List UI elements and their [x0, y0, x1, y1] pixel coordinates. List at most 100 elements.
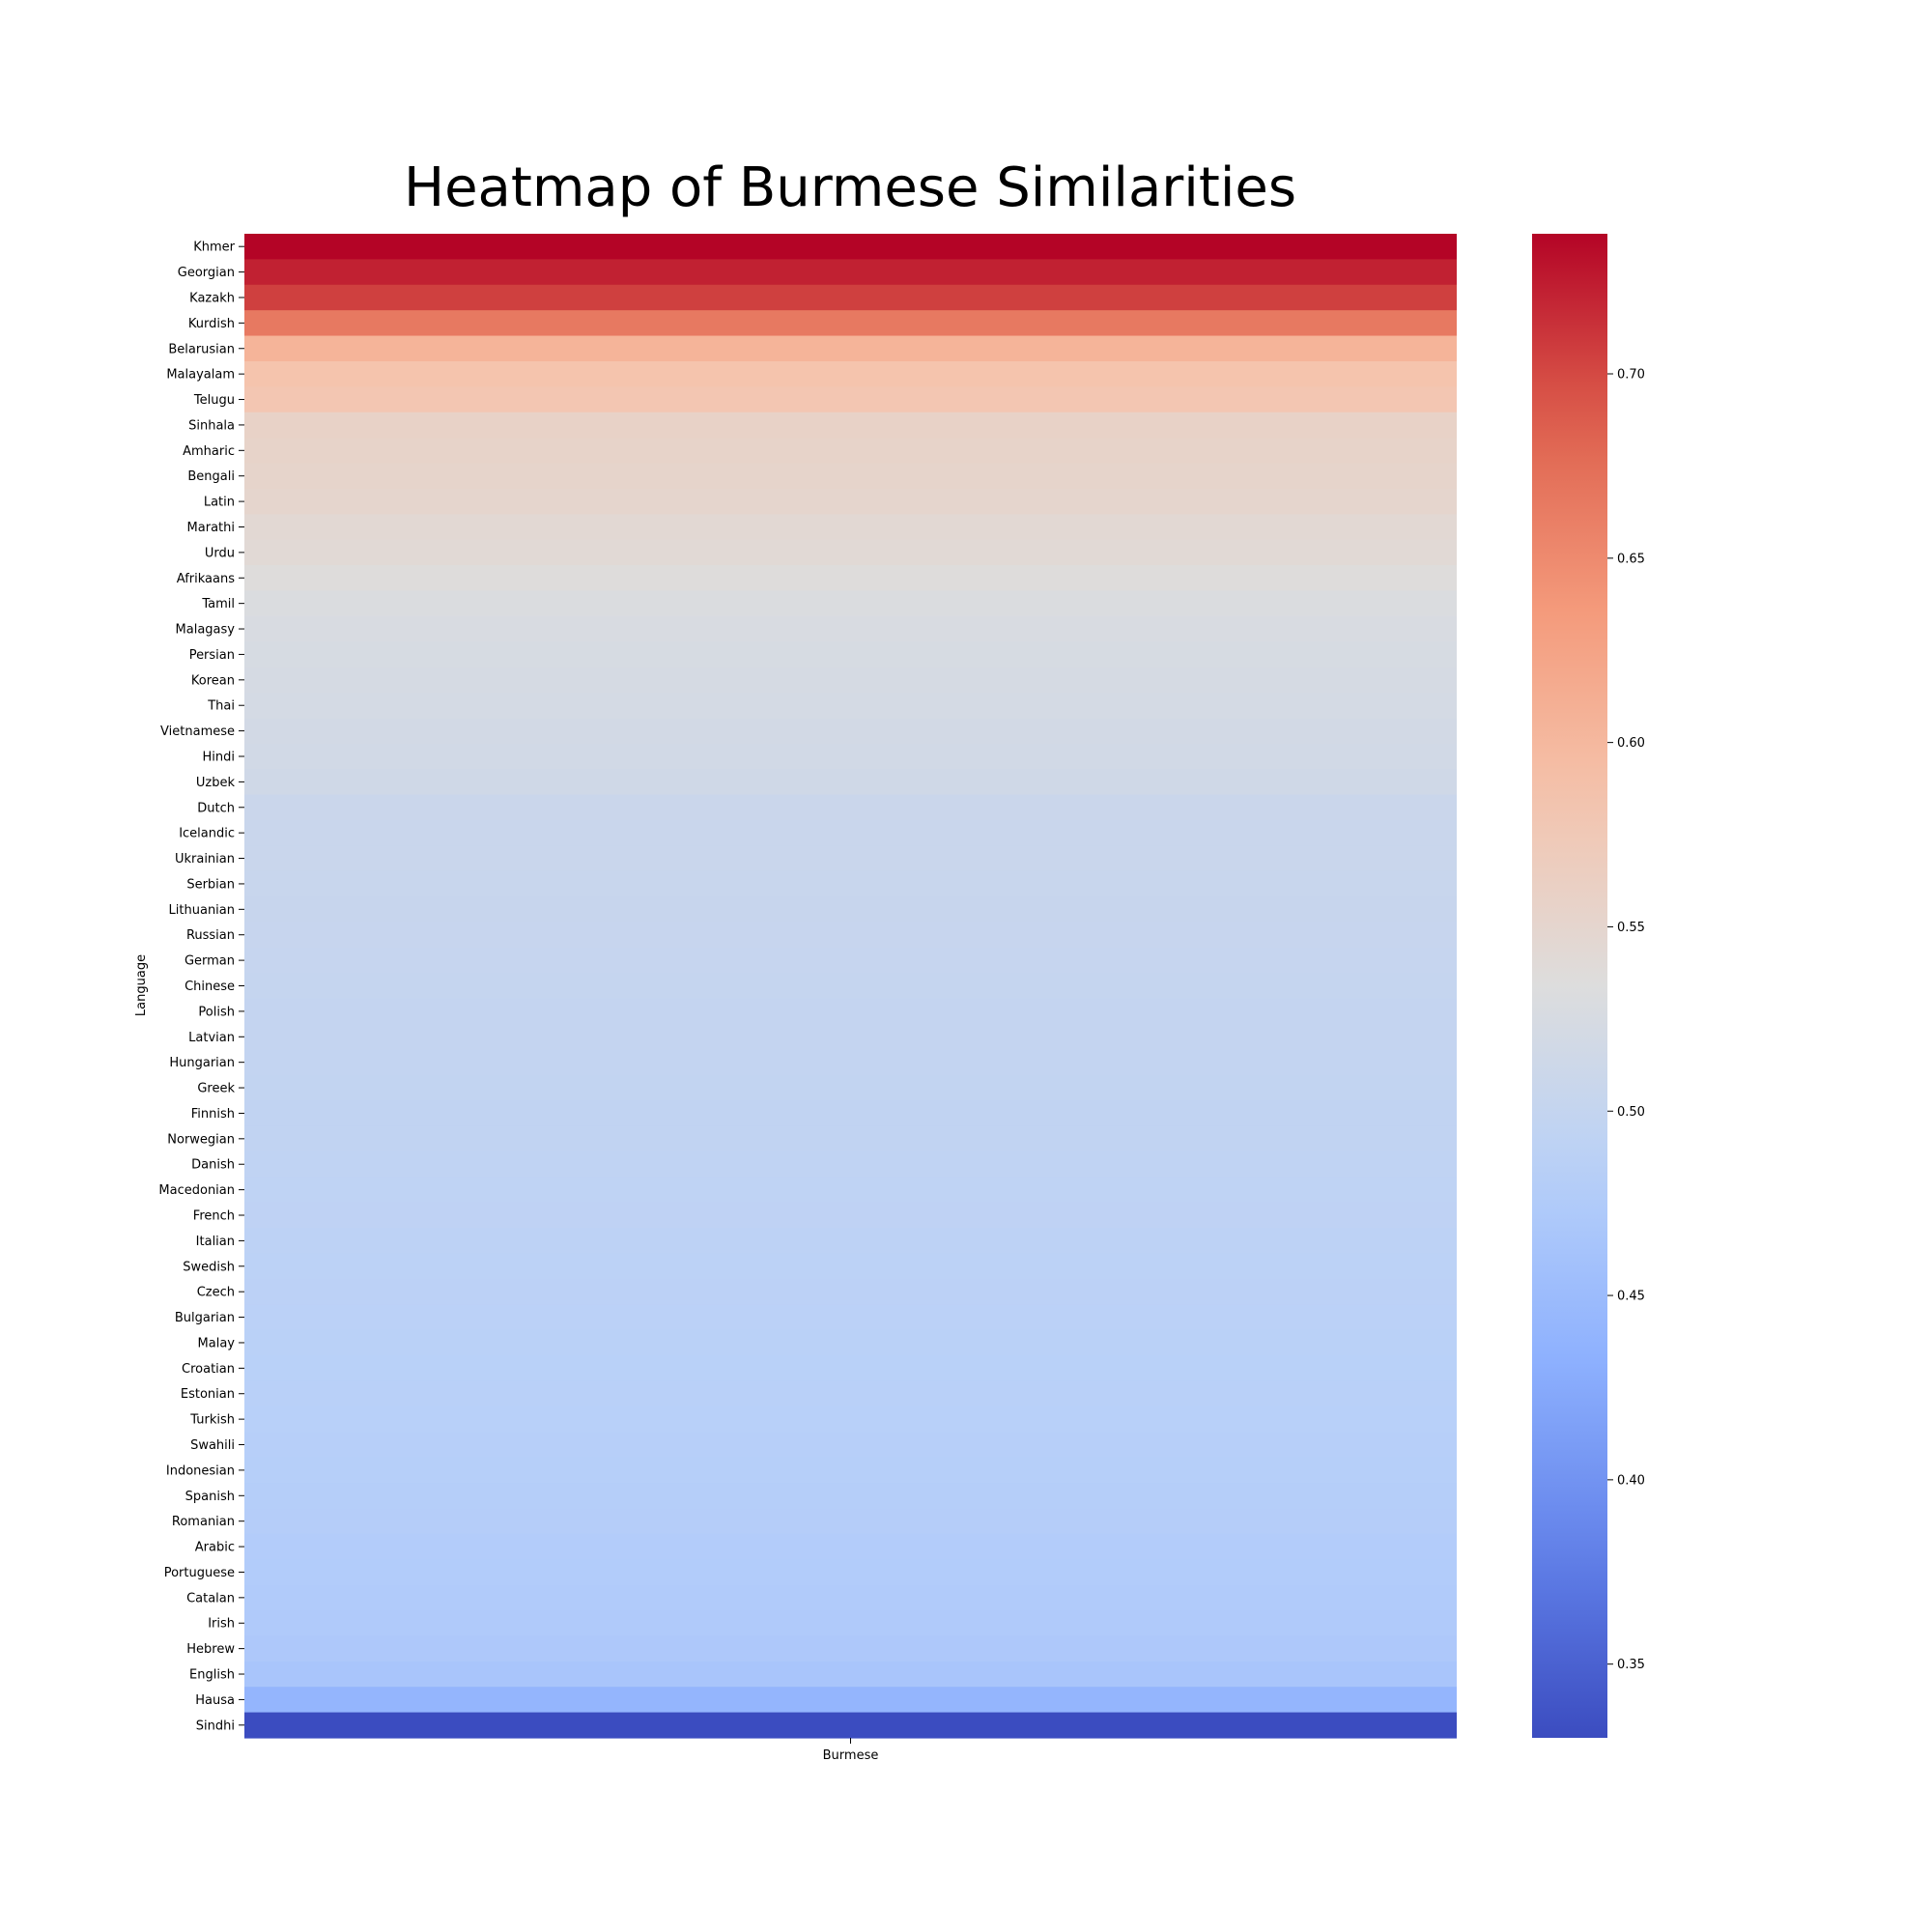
y-tick-label: English	[189, 1668, 235, 1683]
heatmap-cell	[244, 539, 1457, 566]
heatmap-cell	[244, 718, 1457, 745]
y-tick-label: Serbian	[186, 877, 235, 892]
y-tick-label: Romanian	[172, 1515, 235, 1529]
y-tick-label: Icelandic	[179, 827, 235, 841]
heatmap-cell	[244, 1432, 1457, 1459]
heatmap-cell	[244, 1355, 1457, 1382]
heatmap-cell	[244, 641, 1457, 668]
y-axis-label: Language	[134, 954, 149, 1016]
y-tick-label: Vietnamese	[160, 724, 235, 739]
heatmap-cell	[244, 1584, 1457, 1611]
heatmap-cell	[244, 896, 1457, 923]
y-tick-label: Lithuanian	[169, 903, 235, 918]
y-tick-label: French	[193, 1209, 235, 1224]
heatmap-cell	[244, 1635, 1457, 1662]
y-tick-label: Finnish	[191, 1107, 235, 1122]
y-tick-label: Malagasy	[176, 623, 236, 638]
heatmap-cell	[244, 794, 1457, 821]
colorbar-tick-label: 0.60	[1617, 736, 1645, 751]
y-tick-label: Hausa	[195, 1693, 235, 1708]
y-tick-label: Tamil	[201, 597, 235, 611]
y-tick-label: Hindi	[203, 750, 236, 764]
y-tick-label: Sinhala	[188, 418, 235, 433]
heatmap-cell	[244, 1177, 1457, 1204]
y-tick-label: Malayalam	[166, 368, 235, 383]
y-tick-label: Chinese	[185, 980, 235, 994]
y-tick-labels: Khmer Georgian Kazakh Kurdish Belarusian Mala…	[158, 241, 244, 1733]
y-tick-label: Arabic	[195, 1541, 235, 1555]
heatmap-cell	[244, 845, 1457, 872]
heatmap-cell	[244, 1380, 1457, 1407]
heatmap-cell	[244, 1125, 1457, 1152]
heatmap-cell	[244, 590, 1457, 617]
y-tick-label: Polish	[198, 1005, 235, 1019]
y-tick-label: Spanish	[185, 1490, 235, 1504]
heatmap-cell	[244, 412, 1457, 439]
y-tick-label: Estonian	[181, 1387, 235, 1402]
heatmap-cell	[244, 1457, 1457, 1484]
heatmap-cell	[244, 769, 1457, 796]
y-tick-label: Macedonian	[158, 1183, 235, 1198]
y-tick-label: Italian	[196, 1235, 235, 1249]
y-tick-label: Czech	[197, 1286, 235, 1300]
heatmap-cell	[244, 463, 1457, 490]
heatmap-cell	[244, 1712, 1457, 1739]
y-tick-label: Indonesian	[166, 1463, 235, 1478]
heatmap-cell	[244, 947, 1457, 974]
y-tick-label: Norwegian	[167, 1132, 235, 1147]
heatmap-cell	[244, 565, 1457, 592]
heatmap-cell	[244, 1661, 1457, 1688]
heatmap-cell	[244, 819, 1457, 846]
y-tick-label: Swahili	[190, 1438, 235, 1453]
heatmap-cell	[244, 1100, 1457, 1127]
heatmap-cell	[244, 335, 1457, 362]
y-tick-label: Korean	[191, 673, 235, 688]
heatmap-cell	[244, 922, 1457, 949]
y-tick-label: Portuguese	[164, 1566, 235, 1580]
y-tick-label: Hungarian	[169, 1056, 235, 1070]
y-tick-label: Belarusian	[168, 342, 235, 356]
y-tick-label: Ukrainian	[175, 852, 235, 867]
heatmap-cell	[244, 693, 1457, 720]
colorbar-tick-label: 0.65	[1617, 552, 1645, 566]
y-tick-label: Greek	[197, 1082, 235, 1096]
heatmap-cell	[244, 1610, 1457, 1637]
heatmap-cell	[244, 870, 1457, 897]
heatmap-cell	[244, 1024, 1457, 1051]
heatmap-cell	[244, 1304, 1457, 1331]
heatmap-cells	[244, 234, 1457, 1739]
heatmap-cell	[244, 1406, 1457, 1433]
heatmap-cell	[244, 259, 1457, 286]
heatmap-cell	[244, 1559, 1457, 1586]
y-tick-label: Russian	[186, 928, 235, 943]
y-tick-label: Urdu	[205, 546, 235, 560]
y-tick-label: Turkish	[189, 1413, 235, 1428]
y-tick-label: Danish	[191, 1158, 235, 1173]
y-tick-label: Catalan	[186, 1591, 235, 1605]
heatmap-cell	[244, 360, 1457, 387]
colorbar-ticks: 0.35 0.40 0.45 0.50 0.55 0.60 0.65 0.70	[1607, 368, 1645, 1672]
heatmap-cell	[244, 1278, 1457, 1305]
y-tick-label: Thai	[207, 699, 235, 714]
chart-title: Heatmap of Burmese Similarities	[404, 156, 1296, 219]
y-tick-label: Swedish	[183, 1260, 235, 1274]
heatmap-cell	[244, 386, 1457, 413]
heatmap-cell	[244, 284, 1457, 311]
heatmap-cell	[244, 488, 1457, 515]
colorbar-tick-label: 0.55	[1617, 921, 1645, 935]
y-tick-label: Malay	[198, 1336, 236, 1350]
y-tick-label: Sindhi	[196, 1719, 235, 1733]
heatmap-cell	[244, 667, 1457, 694]
y-tick-label: Irish	[208, 1617, 235, 1632]
y-tick-label: Bengali	[187, 469, 235, 484]
heatmap-cell	[244, 1253, 1457, 1280]
y-tick-label: Dutch	[197, 801, 235, 815]
y-tick-label: Hebrew	[186, 1642, 235, 1657]
heatmap-cell	[244, 438, 1457, 465]
heatmap-cell	[244, 1533, 1457, 1560]
heatmap-cell	[244, 973, 1457, 1000]
heatmap-cell	[244, 1687, 1457, 1714]
colorbar-tick-label: 0.45	[1617, 1290, 1645, 1304]
colorbar-tick-label: 0.70	[1617, 368, 1645, 383]
y-tick-label: Bulgarian	[175, 1311, 235, 1325]
